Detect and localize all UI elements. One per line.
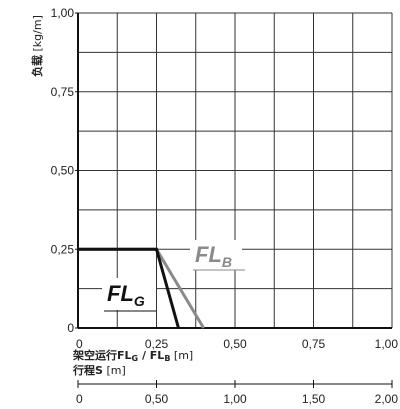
series-lines bbox=[78, 247, 205, 329]
y-tick-label: 0,75 bbox=[51, 85, 75, 99]
x-tick-label: 0 bbox=[76, 337, 83, 351]
stroke-axis-label: 2,00 bbox=[375, 392, 399, 406]
grid-lines bbox=[78, 12, 393, 328]
x-tick-label: 0,50 bbox=[223, 337, 247, 351]
x-axis-label-bottom: 行程S [m] bbox=[72, 363, 126, 377]
tick-labels: 0 0,25 0,50 0,75 1,00 0 0,25 0,50 0,75 1,00 bbox=[51, 6, 399, 351]
y-axis-label: 负载 [kg/m] bbox=[30, 15, 44, 77]
x-axis-label-top: 架空运行FLG / FLB [m] bbox=[72, 348, 193, 363]
x-tick-label: 0,25 bbox=[145, 337, 169, 351]
x-tick-label: 0,75 bbox=[302, 337, 326, 351]
stroke-axis-label: 1,50 bbox=[302, 392, 326, 406]
svg-text:FLG: FLG bbox=[107, 281, 145, 309]
x-tick-label: 1,00 bbox=[375, 337, 399, 351]
y-tick-label: 0,25 bbox=[51, 242, 75, 256]
series-label-flg: FLG bbox=[102, 278, 156, 312]
svg-text:FLB: FLB bbox=[195, 242, 232, 270]
stroke-axis-label: 0,50 bbox=[145, 392, 169, 406]
stroke-axis-label: 1,00 bbox=[223, 392, 247, 406]
series-line-flg bbox=[78, 247, 180, 329]
series-label-flb: FLB bbox=[190, 240, 245, 271]
y-tick-label: 0,50 bbox=[51, 164, 75, 178]
y-tick-label: 1,00 bbox=[51, 6, 75, 20]
y-tick-label: 0 bbox=[67, 321, 74, 335]
stroke-axis-label: 0 bbox=[76, 392, 83, 406]
stroke-axis: 0 0,50 1,00 1,50 2,00 bbox=[76, 380, 398, 406]
